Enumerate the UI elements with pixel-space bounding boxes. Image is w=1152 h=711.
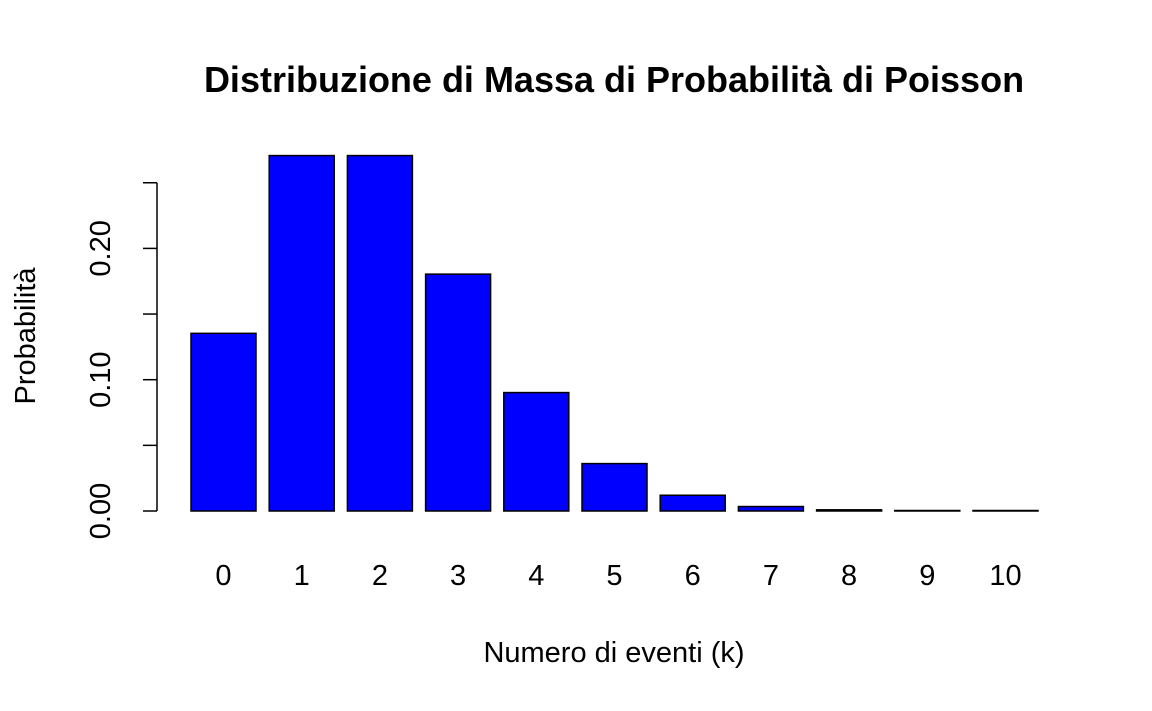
- bar-k-1: [268, 154, 335, 512]
- x-tick-label: 1: [294, 560, 310, 592]
- x-tick-label: 9: [919, 560, 935, 592]
- bar-k-0: [190, 332, 257, 512]
- bar-k-2: [346, 154, 414, 512]
- x-tick-label: 4: [528, 560, 544, 592]
- bar-k-4: [503, 391, 570, 512]
- x-tick-label: 2: [372, 560, 388, 592]
- x-tick-label: 8: [841, 560, 857, 592]
- bar-k-10: [972, 509, 1039, 512]
- bars-group: [190, 154, 1039, 512]
- x-tick-labels: 0 1 2 3 4 5 6 7 8 9 10: [215, 560, 1021, 592]
- x-tick-label: 3: [450, 560, 466, 592]
- y-axis-label: Probabilità: [10, 267, 42, 405]
- y-tick-label: 0.10: [85, 351, 117, 407]
- bar-k-6: [659, 494, 726, 512]
- x-tick-label: 0: [215, 560, 231, 592]
- chart-title: Distribuzione di Massa di Probabilità di…: [204, 59, 1024, 100]
- bar-k-8: [815, 509, 883, 512]
- bar-k-3: [424, 273, 492, 512]
- bar-k-7: [737, 505, 805, 512]
- x-tick-label: 10: [989, 560, 1021, 592]
- bar-k-9: [894, 509, 961, 512]
- x-tick-label: 6: [685, 560, 701, 592]
- bar-k-5: [581, 462, 648, 512]
- y-tick-label: 0.00: [85, 483, 117, 539]
- y-tick-label: 0.20: [85, 220, 117, 276]
- x-tick-label: 5: [606, 560, 622, 592]
- x-axis-label: Numero di eventi (k): [483, 637, 744, 669]
- y-axis: 0.00 0.10 0.20: [85, 182, 158, 539]
- x-tick-label: 7: [763, 560, 779, 592]
